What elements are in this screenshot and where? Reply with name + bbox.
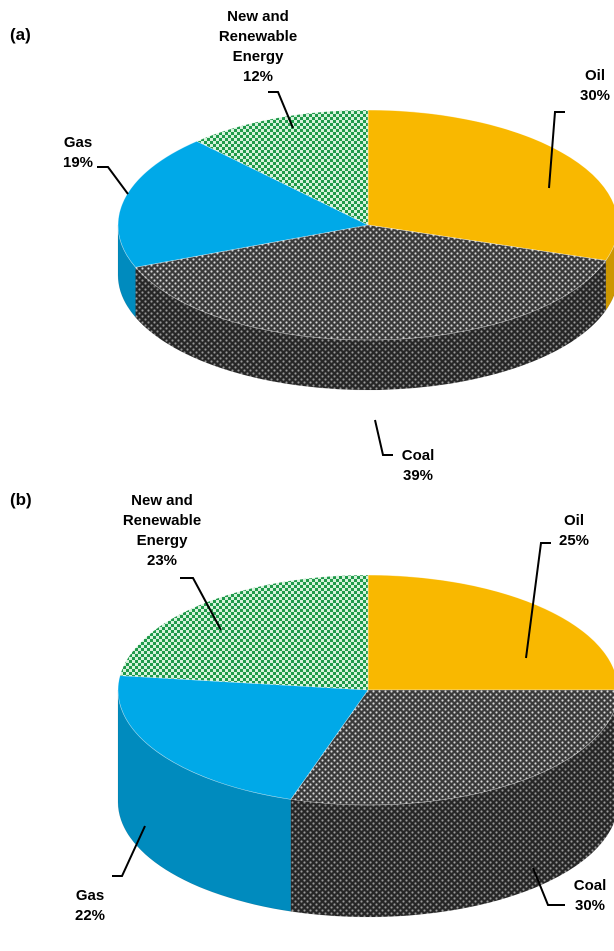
slice-name-line: Oil xyxy=(564,512,584,529)
label-gas: Gas 22% xyxy=(75,825,146,924)
slice-label-gas: Gas 19% xyxy=(63,134,93,171)
slice-name-line: New and xyxy=(227,8,289,25)
pie-chart-a: (a) Oil 30% Coal 39% Gas 19% New and Renewable E… xyxy=(10,8,614,484)
slice-name-line: Gas xyxy=(64,134,92,151)
leader-line-gas xyxy=(112,825,146,877)
leader-line-oil xyxy=(548,111,565,189)
pie-b-labels: Oil 25% Coal 30% Gas 22% New and Renewable Energ… xyxy=(75,492,606,924)
slice-label-gas: Gas 22% xyxy=(75,887,105,924)
leader-line-coal xyxy=(532,867,565,906)
slice-name-line: Gas xyxy=(76,887,104,904)
slice-label-oil: Oil 30% xyxy=(580,67,610,104)
slice-coal xyxy=(290,689,614,806)
slice-name-line: Energy xyxy=(233,48,285,65)
slice-value-label: 39% xyxy=(403,467,433,484)
leader-line-new-and-renewable-energy xyxy=(180,577,222,631)
label-oil: Oil 30% xyxy=(548,67,610,189)
slice-value-label: 23% xyxy=(147,552,177,569)
label-new-and-renewable-energy: New and Renewable Energy 23% xyxy=(123,492,222,631)
slice-label-coal: Coal 30% xyxy=(574,877,607,914)
slice-name-line: Oil xyxy=(585,67,605,84)
slice-name-line: Coal xyxy=(574,877,607,894)
slice-value-label: 25% xyxy=(559,532,589,549)
pie-a-labels: Oil 30% Coal 39% Gas 19% New and Renewable Energ… xyxy=(63,8,610,484)
slice-label-new-and-renewable-energy: New and Renewable Energy 12% xyxy=(219,8,297,85)
slice-value-label: 30% xyxy=(575,897,605,914)
label-new-and-renewable-energy: New and Renewable Energy 12% xyxy=(219,8,297,129)
slice-gas xyxy=(117,675,369,800)
leader-line-oil xyxy=(525,542,551,659)
slice-value-label: 12% xyxy=(243,68,273,85)
panel-label-a: (a) xyxy=(10,25,31,44)
leader-line-new-and-renewable-energy xyxy=(268,91,294,129)
slice-new-and-renewable-energy xyxy=(196,109,369,226)
slice-value-label: 19% xyxy=(63,154,93,171)
label-coal: Coal 39% xyxy=(374,419,435,484)
slice-name-line: Energy xyxy=(137,532,189,549)
panel-label-b: (b) xyxy=(10,490,32,509)
slice-name-line: New and xyxy=(131,492,193,509)
slice-value-label: 22% xyxy=(75,907,105,924)
label-oil: Oil 25% xyxy=(525,512,589,659)
label-coal: Coal 30% xyxy=(532,867,607,914)
pie-a-slices xyxy=(117,109,614,391)
slice-gas xyxy=(117,140,369,268)
pie-b-slices xyxy=(117,574,614,918)
slice-name-line: Renewable xyxy=(219,28,297,45)
pie-chart-b: (b) Oil 25% Coal 30% Gas 22% New and Renewable E… xyxy=(10,490,614,924)
slice-label-coal: Coal 39% xyxy=(402,447,435,484)
slice-label-oil: Oil 25% xyxy=(559,512,589,549)
slice-new-and-renewable-energy xyxy=(119,574,369,691)
slice-value-label: 30% xyxy=(580,87,610,104)
slice-name-line: Coal xyxy=(402,447,435,464)
slice-name-line: Renewable xyxy=(123,512,201,529)
slice-label-new-and-renewable-energy: New and Renewable Energy 23% xyxy=(123,492,201,569)
slice-oil xyxy=(367,574,614,691)
leader-line-gas xyxy=(97,166,129,195)
leader-line-coal xyxy=(374,419,393,456)
label-gas: Gas 19% xyxy=(63,134,129,195)
slice-coal xyxy=(134,224,607,341)
